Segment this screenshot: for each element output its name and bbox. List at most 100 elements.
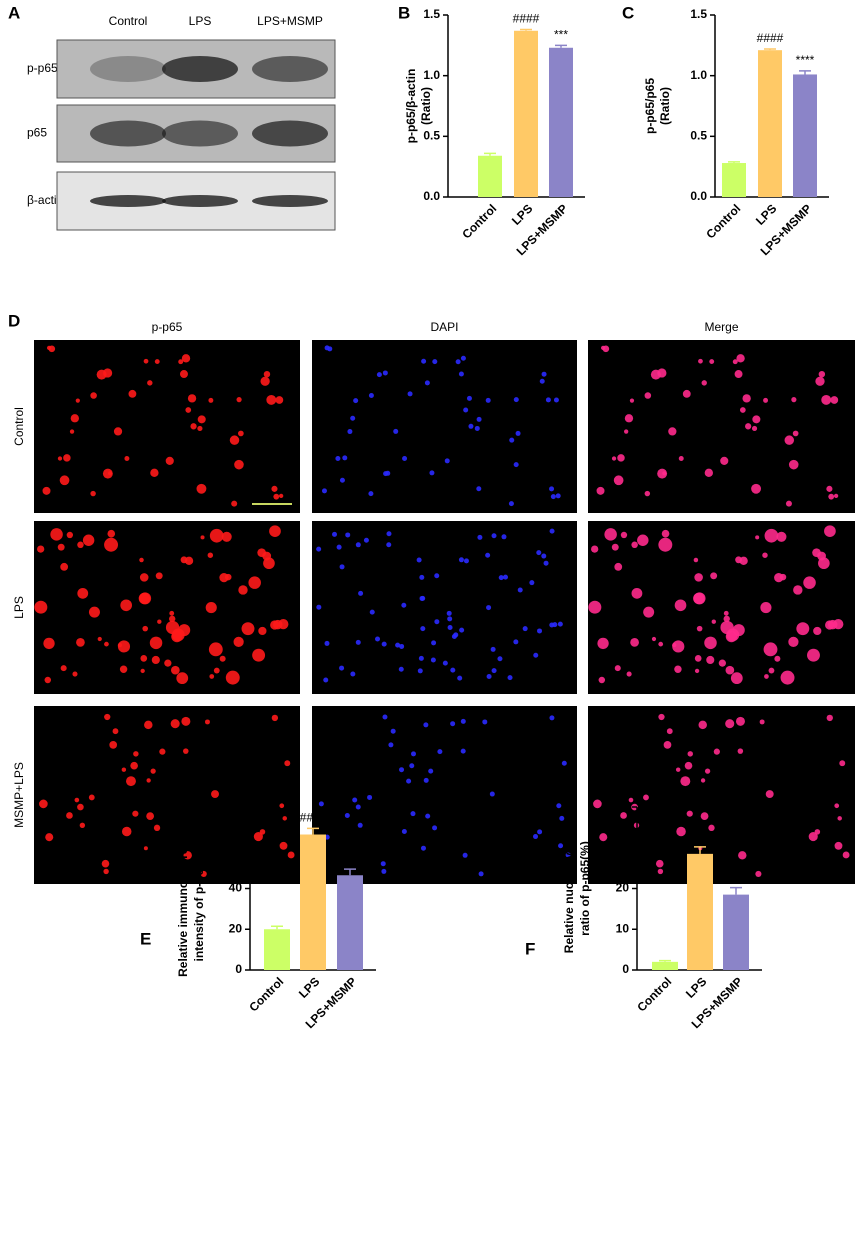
cell <box>545 397 551 403</box>
cell <box>686 810 693 817</box>
cell <box>807 648 820 662</box>
cell <box>126 776 136 787</box>
cell <box>455 359 461 365</box>
cell <box>386 531 392 537</box>
cell <box>208 397 214 403</box>
cell <box>602 345 610 353</box>
cell <box>674 599 687 612</box>
cell <box>462 852 468 858</box>
cell <box>252 648 266 662</box>
cell <box>420 595 426 601</box>
x-tick-label: LPS <box>683 974 709 1000</box>
y-tick-label: 1.0 <box>423 68 440 82</box>
cell <box>709 359 715 365</box>
cell <box>704 636 717 650</box>
cell <box>768 667 775 674</box>
cell <box>318 801 324 807</box>
cell <box>324 640 330 646</box>
bar <box>758 50 782 197</box>
cell <box>620 531 628 539</box>
cell <box>643 606 655 618</box>
cell <box>513 462 519 468</box>
image-column-label: DAPI <box>430 320 458 334</box>
cell <box>139 573 149 582</box>
cell <box>752 415 761 424</box>
cell <box>839 760 846 767</box>
cell <box>119 665 128 673</box>
cell <box>788 459 799 470</box>
cell <box>339 665 345 671</box>
cell <box>130 761 138 770</box>
cell <box>420 845 426 851</box>
cell <box>723 615 730 623</box>
cell <box>154 359 160 365</box>
cell <box>178 359 184 365</box>
cell <box>596 486 605 495</box>
micrograph <box>588 340 855 513</box>
cell <box>139 592 152 605</box>
cell <box>489 791 495 797</box>
cell <box>70 414 79 423</box>
cell <box>132 810 139 817</box>
cell <box>631 587 643 599</box>
bar <box>652 961 678 970</box>
cell <box>485 552 491 558</box>
cell <box>109 741 118 749</box>
image-column-label: p-p65 <box>152 320 183 334</box>
cell <box>142 625 149 632</box>
cell <box>834 803 840 809</box>
cell <box>676 826 686 837</box>
y-axis-label: ratio of p-p65(%) <box>578 841 592 936</box>
cell <box>558 843 564 849</box>
cell <box>678 456 684 462</box>
cell <box>700 812 709 820</box>
cell <box>450 667 456 673</box>
cell <box>171 628 185 642</box>
cell <box>418 655 424 661</box>
cell <box>72 671 78 677</box>
cell <box>157 619 162 624</box>
cell <box>442 660 448 666</box>
cell <box>482 719 488 725</box>
cell <box>533 834 539 840</box>
cell <box>657 868 664 875</box>
cell <box>350 415 356 421</box>
cell <box>248 576 261 589</box>
cell <box>785 500 792 507</box>
micrograph <box>34 340 300 513</box>
cell <box>565 852 571 858</box>
cell <box>121 767 127 772</box>
cell <box>221 531 232 542</box>
cell <box>737 748 744 754</box>
cell <box>381 641 387 647</box>
cell <box>437 749 443 755</box>
cell <box>368 393 374 399</box>
cell <box>196 483 207 494</box>
cell <box>97 636 102 642</box>
image-column-label: Merge <box>704 320 738 334</box>
micrograph <box>588 706 855 884</box>
cell <box>96 369 107 380</box>
cell <box>336 544 342 550</box>
cell <box>477 534 483 540</box>
cell <box>763 642 778 657</box>
cell <box>347 429 353 435</box>
cell <box>735 716 745 726</box>
error-bar <box>307 827 319 835</box>
cell <box>793 585 803 595</box>
bar <box>264 929 290 970</box>
y-tick-label: 40 <box>229 881 243 895</box>
cell <box>275 396 284 404</box>
cell <box>59 475 70 486</box>
significance-label: **** <box>796 53 815 67</box>
significance-label: *** <box>729 870 743 884</box>
cell <box>763 397 769 403</box>
error-bar <box>271 925 283 930</box>
cell <box>486 605 492 611</box>
cell <box>696 625 703 632</box>
cell <box>363 537 369 543</box>
cell <box>140 655 148 662</box>
cell <box>522 626 528 632</box>
cell <box>561 760 567 766</box>
